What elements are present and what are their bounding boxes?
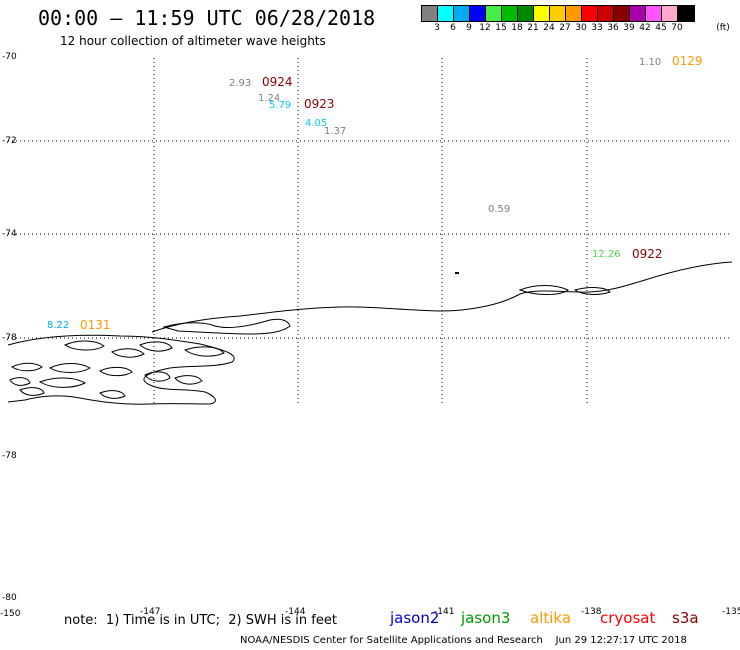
legend-tick: 12 [479, 23, 491, 33]
map-grid [8, 58, 732, 406]
page-subtitle: 12 hour collection of altimeter wave hei… [60, 34, 326, 48]
observation-markers: 2.93 1.245.79 4.051.37 0.59 12.26 8.22 1.10 092… [47, 54, 703, 332]
longitude-label: -138 [581, 607, 602, 617]
wave-height-label: 5.79 [269, 100, 291, 111]
legend-tick: 70 [671, 23, 683, 33]
latitude-label: -80 [2, 593, 17, 603]
legend-tick: 39 [623, 23, 635, 33]
wave-height-label: 2.93 [229, 78, 251, 89]
legend-swatch [582, 6, 598, 21]
pass-time-label: 0131 [80, 318, 111, 332]
legend-tick: 33 [591, 23, 603, 33]
legend-tick: 27 [559, 23, 571, 33]
legend-swatch [502, 6, 518, 21]
legend-swatch [630, 6, 646, 21]
wave-height-label: 0.59 [488, 204, 510, 215]
credit-line: NOAA/NESDIS Center for Satellite Applica… [240, 635, 687, 646]
pass-time-label: 0923 [304, 97, 335, 111]
satellite-jason3: jason3 [461, 609, 511, 627]
coastline [7, 261, 733, 405]
longitude-label: -144 [285, 607, 306, 617]
legend-tick: 42 [639, 23, 651, 33]
page-title: 00:00 – 11:59 UTC 06/28/2018 [38, 6, 376, 30]
pass-time-label: 0129 [672, 54, 703, 68]
legend-swatch [646, 6, 662, 21]
wave-height-label: 4.05 [305, 118, 327, 129]
latitude-label: -70 [2, 52, 17, 62]
legend-swatch [486, 6, 502, 21]
satellite-s3a: s3a [672, 609, 699, 627]
legend-swatch [678, 6, 694, 21]
footnote: note: 1) Time is in UTC; 2) SWH is in fe… [64, 613, 337, 628]
legend-tick: 9 [466, 23, 472, 33]
satellite-altika: altika [530, 609, 572, 627]
longitude-label: -147 [140, 607, 161, 617]
legend-tick: 36 [607, 23, 619, 33]
legend-swatch [614, 6, 630, 21]
longitude-label: -141 [434, 607, 455, 617]
legend-tick: 45 [655, 23, 667, 33]
legend-swatch [534, 6, 550, 21]
legend-swatch [598, 6, 614, 21]
longitude-label: -135 [722, 607, 740, 617]
legend-tick: 15 [495, 23, 507, 33]
legend-tick: 3 [434, 23, 440, 33]
wave-height-label: 12.26 [592, 249, 621, 260]
legend-tick: 21 [527, 23, 539, 33]
latitude-label: -72 [2, 136, 17, 146]
wave-height-label: 1.37 [324, 126, 346, 137]
satellite-jason2: jason2 [390, 609, 440, 627]
legend-unit: (ft) [716, 23, 730, 33]
legend-tick: 24 [543, 23, 555, 33]
legend-swatch [518, 6, 534, 21]
latitude-label: -74 [2, 229, 17, 239]
wave-height-label: 1.10 [639, 57, 661, 68]
latitude-label: -78 [2, 333, 17, 343]
legend-tick: 30 [575, 23, 587, 33]
legend-swatch [470, 6, 486, 21]
color-legend [421, 5, 695, 22]
pass-time-label: 0922 [632, 247, 663, 261]
latitude-label: -78 [2, 451, 17, 461]
wave-height-label: 1.24 [258, 93, 280, 104]
legend-swatch [550, 6, 566, 21]
legend-swatch [422, 6, 438, 21]
legend-tick: 18 [511, 23, 523, 33]
pass-time-label: 0924 [262, 75, 293, 89]
legend-tick: 6 [450, 23, 456, 33]
satellite-cryosat: cryosat [600, 609, 656, 627]
legend-swatch [454, 6, 470, 21]
legend-swatch [566, 6, 582, 21]
longitude-label: -150 [0, 609, 21, 619]
legend-swatch [662, 6, 678, 21]
wave-height-label: 8.22 [47, 320, 69, 331]
legend-swatch [438, 6, 454, 21]
